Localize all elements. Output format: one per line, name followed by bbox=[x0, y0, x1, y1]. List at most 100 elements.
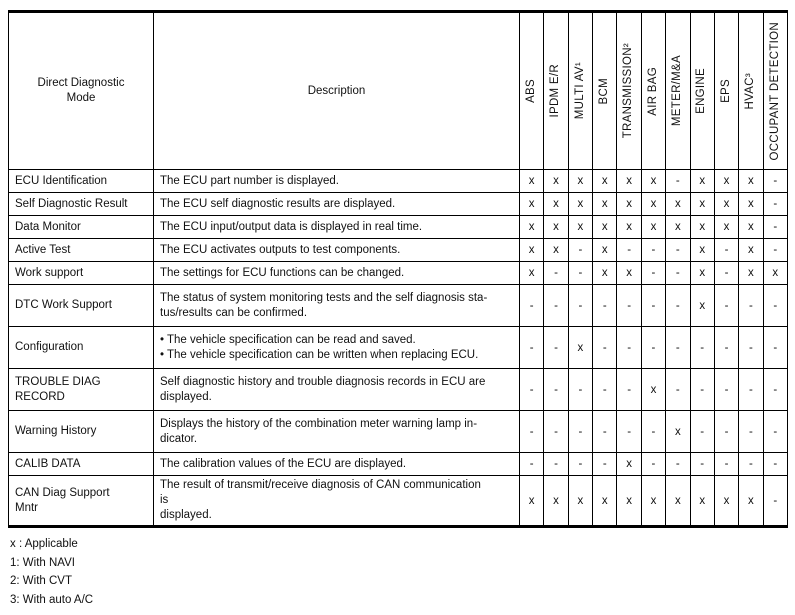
applicability-cell: x bbox=[665, 410, 691, 453]
applicability-cell: - bbox=[689, 410, 715, 453]
table-row: CALIB DATA The calibration values of the… bbox=[8, 452, 789, 476]
applicability-cell: x bbox=[616, 475, 642, 527]
col-header-hvac: HVAC³ bbox=[738, 11, 764, 170]
applicability-cell: - bbox=[665, 169, 691, 193]
description-cell: The settings for ECU functions can be ch… bbox=[153, 261, 520, 285]
applicability-cell: x bbox=[616, 261, 642, 285]
mode-cell: CAN Diag Support Mntr bbox=[8, 475, 154, 527]
applicability-cell: x bbox=[713, 169, 740, 193]
applicability-cell: x bbox=[592, 475, 618, 527]
applicability-cell: x bbox=[689, 238, 715, 262]
col-header-meter-ma: METER/M&A bbox=[665, 11, 691, 170]
col-header-air-bag: AIR BAG bbox=[640, 11, 667, 170]
description-cell: The result of transmit/receive diagnosis… bbox=[153, 475, 520, 527]
mode-cell: ECU Identification bbox=[8, 169, 154, 193]
description-cell: Displays the history of the combination … bbox=[153, 410, 520, 453]
applicability-cell: - bbox=[640, 261, 667, 285]
description-cell: The status of system monitoring tests an… bbox=[153, 284, 520, 327]
applicability-cell: - bbox=[762, 410, 789, 453]
applicability-cell: - bbox=[616, 284, 642, 327]
applicability-cell: x bbox=[713, 475, 740, 527]
applicability-cell: x bbox=[592, 238, 618, 262]
applicability-cell: x bbox=[616, 169, 642, 193]
applicability-cell: - bbox=[713, 368, 740, 411]
applicability-cell: x bbox=[665, 192, 691, 216]
mode-cell: Data Monitor bbox=[8, 215, 154, 239]
applicability-cell: - bbox=[713, 238, 740, 262]
applicability-cell: - bbox=[738, 368, 764, 411]
col-header-description: Description bbox=[153, 11, 520, 170]
applicability-cell: - bbox=[640, 410, 667, 453]
footnotes: x : Applicable 1: With NAVI 2: With CVT … bbox=[8, 535, 790, 609]
description-cell: The ECU input/output data is displayed i… bbox=[153, 215, 520, 239]
applicability-cell: x bbox=[738, 192, 764, 216]
vertical-header-label: AIR BAG bbox=[646, 66, 659, 116]
applicability-cell: x bbox=[665, 475, 691, 527]
applicability-cell: x bbox=[738, 475, 764, 527]
applicability-cell: - bbox=[592, 368, 618, 411]
applicability-cell: x bbox=[689, 169, 715, 193]
applicability-cell: - bbox=[762, 368, 789, 411]
mode-cell: DTC Work Support bbox=[8, 284, 154, 327]
applicability-cell: - bbox=[518, 452, 545, 476]
applicability-cell: - bbox=[640, 238, 667, 262]
applicability-cell: - bbox=[592, 284, 618, 327]
applicability-cell: x bbox=[640, 215, 667, 239]
applicability-cell: - bbox=[567, 368, 594, 411]
applicability-cell: - bbox=[543, 284, 569, 327]
vertical-header-label: TRANSMISSION² bbox=[622, 43, 635, 139]
vertical-header-label: ABS bbox=[524, 79, 537, 103]
applicability-cell: x bbox=[689, 261, 715, 285]
applicability-cell: x bbox=[689, 475, 715, 527]
applicability-cell: x bbox=[592, 169, 618, 193]
applicability-cell: x bbox=[738, 169, 764, 193]
applicability-cell: - bbox=[543, 326, 569, 369]
applicability-cell: - bbox=[518, 326, 545, 369]
applicability-cell: x bbox=[518, 238, 545, 262]
applicability-cell: - bbox=[738, 326, 764, 369]
applicability-cell: - bbox=[665, 368, 691, 411]
mode-cell: TROUBLE DIAG RECORD bbox=[8, 368, 154, 411]
applicability-cell: x bbox=[518, 261, 545, 285]
applicability-cell: - bbox=[640, 284, 667, 327]
applicability-cell: x bbox=[518, 169, 545, 193]
applicability-cell: x bbox=[762, 261, 789, 285]
applicability-cell: - bbox=[713, 326, 740, 369]
applicability-cell: x bbox=[640, 169, 667, 193]
applicability-cell: - bbox=[616, 368, 642, 411]
note-applicable: x : Applicable bbox=[10, 538, 78, 550]
col-header-transmission: TRANSMISSION² bbox=[616, 11, 642, 170]
applicability-cell: - bbox=[665, 326, 691, 369]
vertical-header-label: IPDM E/R bbox=[549, 64, 562, 118]
mode-cell: CALIB DATA bbox=[8, 452, 154, 476]
applicability-cell: - bbox=[543, 368, 569, 411]
vertical-header-label: ENGINE bbox=[695, 68, 708, 114]
description-cell: The ECU self diagnostic results are disp… bbox=[153, 192, 520, 216]
applicability-cell: - bbox=[640, 326, 667, 369]
description-cell: • The vehicle specification can be read … bbox=[153, 326, 520, 369]
col-header-direct-diagnostic-mode: Direct Diagnostic Mode bbox=[8, 11, 154, 170]
applicability-cell: x bbox=[592, 261, 618, 285]
applicability-cell: x bbox=[567, 326, 594, 369]
mode-cell: Work support bbox=[8, 261, 154, 285]
table-row: Warning History Displays the history of … bbox=[8, 410, 789, 453]
description-cell: The ECU part number is displayed. bbox=[153, 169, 520, 193]
applicability-cell: - bbox=[762, 452, 789, 476]
col-header-ipdm-er: IPDM E/R bbox=[543, 11, 569, 170]
applicability-cell: - bbox=[713, 452, 740, 476]
description-cell: The ECU activates outputs to test compon… bbox=[153, 238, 520, 262]
applicability-cell: - bbox=[567, 261, 594, 285]
applicability-cell: x bbox=[518, 475, 545, 527]
applicability-cell: x bbox=[640, 368, 667, 411]
applicability-cell: - bbox=[665, 238, 691, 262]
applicability-cell: x bbox=[616, 215, 642, 239]
applicability-cell: - bbox=[738, 452, 764, 476]
applicability-cell: - bbox=[713, 410, 740, 453]
table-row: Data Monitor The ECU input/output data i… bbox=[8, 215, 789, 239]
applicability-cell: - bbox=[567, 452, 594, 476]
col-header-multi-av: MULTI AV¹ bbox=[567, 11, 594, 170]
applicability-cell: - bbox=[689, 368, 715, 411]
description-cell: The calibration values of the ECU are di… bbox=[153, 452, 520, 476]
applicability-cell: x bbox=[738, 261, 764, 285]
